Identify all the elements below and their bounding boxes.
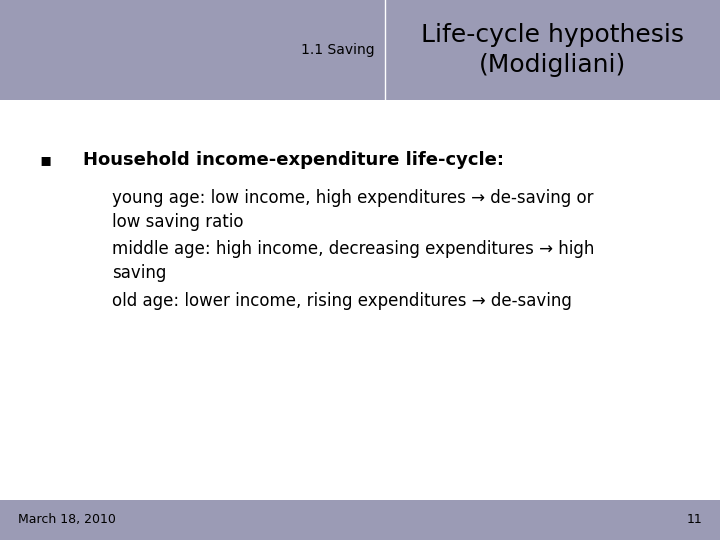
Text: Life-cycle hypothesis
(Modigliani): Life-cycle hypothesis (Modigliani) (421, 23, 684, 77)
Text: middle age: high income, decreasing expenditures → high
saving: middle age: high income, decreasing expe… (112, 240, 594, 282)
Text: old age: lower income, rising expenditures → de-saving: old age: lower income, rising expenditur… (112, 292, 572, 309)
Text: March 18, 2010: March 18, 2010 (18, 513, 116, 526)
Text: ▪: ▪ (40, 151, 52, 169)
Text: Household income-expenditure life-cycle:: Household income-expenditure life-cycle: (83, 151, 504, 169)
Text: 1.1 Saving: 1.1 Saving (301, 43, 374, 57)
Text: 11: 11 (686, 513, 702, 526)
Text: young age: low income, high expenditures → de-saving or
low saving ratio: young age: low income, high expenditures… (112, 189, 593, 231)
